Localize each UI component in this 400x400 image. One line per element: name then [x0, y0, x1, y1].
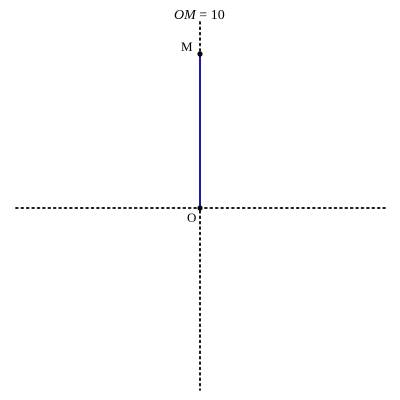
- point-o: [197, 205, 203, 211]
- caption-value: 10: [211, 8, 225, 23]
- length-caption: OM = 10: [174, 8, 225, 23]
- point-m: [197, 51, 203, 57]
- point-m-label: M: [181, 39, 193, 54]
- caption-variable: OM: [174, 8, 197, 23]
- caption-equals: =: [196, 8, 211, 23]
- point-o-label: O: [187, 210, 196, 225]
